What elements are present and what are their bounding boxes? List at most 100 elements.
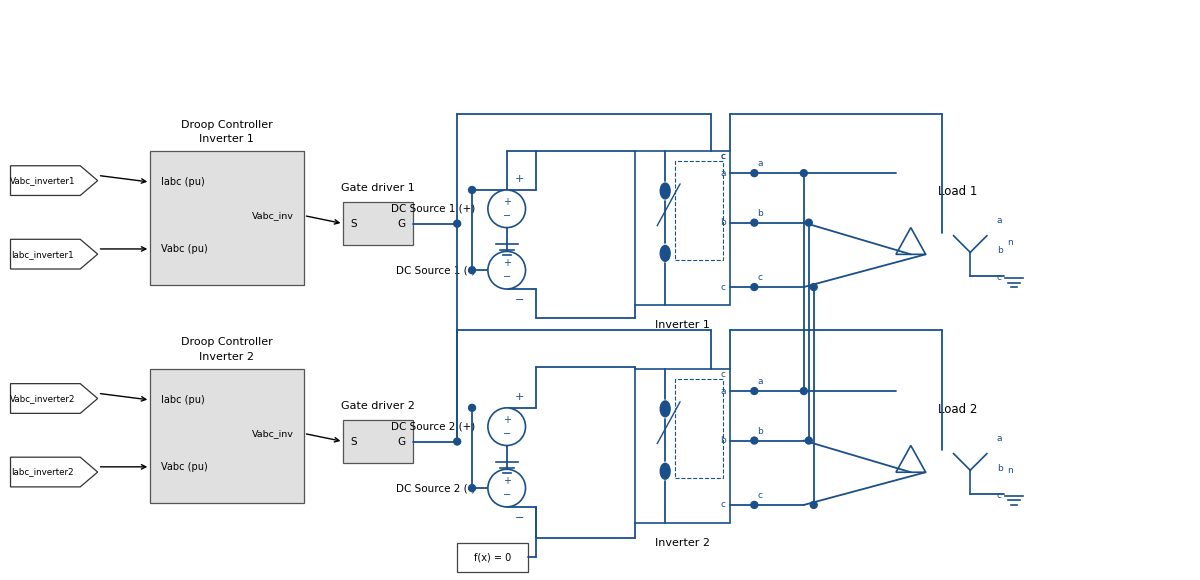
Text: Load 2: Load 2 [937,403,977,416]
Text: S: S [350,219,356,229]
Text: Droop Controller: Droop Controller [181,119,272,129]
Text: Inverter 2: Inverter 2 [655,538,710,548]
Circle shape [800,387,808,394]
Text: DC Source 1 (-): DC Source 1 (-) [396,265,475,275]
Text: a: a [757,377,763,386]
Text: G: G [397,219,406,229]
Text: Iabc_inverter2: Iabc_inverter2 [12,467,74,477]
Text: G: G [397,437,406,447]
Text: +: + [515,174,524,184]
Text: Inverter 2: Inverter 2 [199,352,254,362]
Text: DC Source 2 (-): DC Source 2 (-) [396,483,475,493]
Text: Iabc (pu): Iabc (pu) [161,395,205,405]
Text: c: c [757,491,762,500]
Text: −: − [503,211,511,221]
Circle shape [488,190,526,227]
Text: Inverter 1: Inverter 1 [199,135,254,144]
Circle shape [454,438,461,445]
Text: DC Source 2 (+): DC Source 2 (+) [391,422,475,432]
Text: b: b [757,427,763,436]
Text: −: − [503,490,511,500]
Text: b: b [720,436,726,445]
Text: c: c [720,152,726,161]
Text: Vabc_inverter2: Vabc_inverter2 [10,394,76,403]
Circle shape [751,219,757,226]
Ellipse shape [660,463,670,479]
Text: c: c [720,282,726,292]
Circle shape [454,220,461,227]
Text: +: + [515,392,524,402]
FancyBboxPatch shape [150,151,304,285]
Circle shape [488,251,526,289]
Text: −: − [503,429,511,439]
Text: +: + [503,476,511,486]
Text: b: b [997,464,1003,473]
Text: c: c [720,501,726,509]
Text: Load 1: Load 1 [937,185,977,198]
Circle shape [805,219,812,226]
Text: Vabc_inv: Vabc_inv [252,429,294,438]
Text: +: + [503,197,511,206]
Text: f(x) = 0: f(x) = 0 [474,552,511,563]
Text: +: + [503,258,511,268]
Text: Vabc_inv: Vabc_inv [252,211,294,220]
Text: n: n [1007,466,1013,475]
Circle shape [800,170,808,176]
Circle shape [810,502,817,509]
FancyBboxPatch shape [343,420,413,463]
Text: b: b [757,209,763,218]
Text: c: c [720,369,726,379]
Circle shape [751,437,757,444]
FancyBboxPatch shape [343,202,413,245]
Text: Vabc (pu): Vabc (pu) [161,244,208,254]
Ellipse shape [660,183,670,199]
Circle shape [751,387,757,394]
Text: n: n [1007,238,1013,247]
Text: Droop Controller: Droop Controller [181,338,272,347]
Circle shape [751,502,757,509]
Circle shape [751,284,757,291]
Text: DC Source 1 (+): DC Source 1 (+) [391,204,475,214]
Text: Iabc (pu): Iabc (pu) [161,177,205,187]
Polygon shape [11,166,97,195]
Text: Iabc_inverter1: Iabc_inverter1 [12,249,74,259]
Text: c: c [720,152,726,161]
FancyBboxPatch shape [636,369,730,523]
Text: b: b [997,246,1003,255]
Text: a: a [997,216,1002,225]
Text: c: c [757,273,762,282]
Polygon shape [11,383,97,414]
Text: a: a [720,169,726,177]
Text: −: − [503,273,511,282]
Circle shape [810,284,817,291]
Text: Inverter 1: Inverter 1 [655,320,710,329]
FancyBboxPatch shape [636,151,730,305]
Text: Gate driver 2: Gate driver 2 [341,401,415,411]
Circle shape [805,437,812,444]
Circle shape [488,408,526,445]
Text: Vabc_inverter1: Vabc_inverter1 [10,176,76,185]
Text: a: a [997,434,1002,443]
Text: c: c [997,491,1002,499]
Text: Gate driver 1: Gate driver 1 [341,183,415,193]
Text: a: a [720,386,726,396]
Text: b: b [720,218,726,227]
Text: −: − [515,295,524,305]
FancyBboxPatch shape [150,369,304,503]
Text: S: S [350,437,356,447]
Ellipse shape [660,401,670,417]
Polygon shape [11,240,97,269]
Polygon shape [11,457,97,487]
Circle shape [488,469,526,507]
Ellipse shape [660,245,670,261]
Text: a: a [757,159,763,168]
Circle shape [751,170,757,176]
Circle shape [468,404,475,411]
Circle shape [468,485,475,492]
Text: Vabc (pu): Vabc (pu) [161,462,208,472]
Circle shape [468,187,475,194]
Circle shape [468,267,475,274]
Text: −: − [515,513,524,523]
Text: c: c [997,273,1002,282]
Text: +: + [503,415,511,425]
